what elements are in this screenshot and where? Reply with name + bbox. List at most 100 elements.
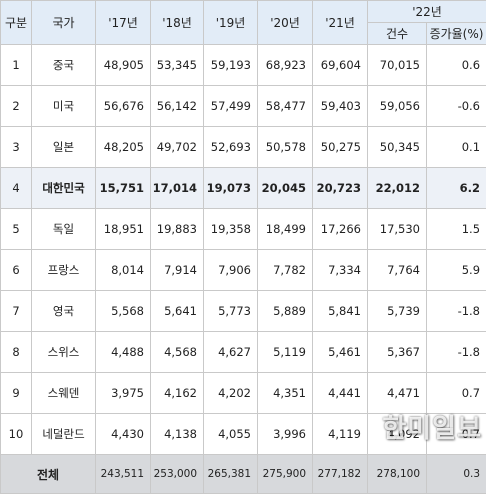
country-cell: 대한민국 bbox=[32, 168, 96, 209]
value-cell: 4,119 bbox=[313, 414, 368, 455]
value-cell: 58,477 bbox=[258, 86, 313, 127]
value-cell: 4,202 bbox=[204, 373, 258, 414]
value-cell: 4,627 bbox=[204, 332, 258, 373]
table-row: 2 미국 56,676 56,142 57,499 58,477 59,403 … bbox=[1, 86, 486, 127]
header-year-17: '17년 bbox=[96, 1, 151, 45]
value-cell: 4,441 bbox=[313, 373, 368, 414]
table-row: 1 중국 48,905 53,345 59,193 68,923 69,604 … bbox=[1, 45, 486, 86]
value-cell: 52,693 bbox=[204, 127, 258, 168]
rank-cell: 2 bbox=[1, 86, 32, 127]
total-cell: 253,000 bbox=[151, 455, 204, 494]
table-row: 7 영국 5,568 5,641 5,773 5,889 5,841 5,739… bbox=[1, 291, 486, 332]
header-year-18: '18년 bbox=[151, 1, 204, 45]
count-cell: 59,056 bbox=[368, 86, 427, 127]
value-cell: 4,162 bbox=[151, 373, 204, 414]
count-cell: 5,739 bbox=[368, 291, 427, 332]
value-cell: 50,578 bbox=[258, 127, 313, 168]
rank-cell: 1 bbox=[1, 45, 32, 86]
total-count-cell: 278,100 bbox=[368, 455, 427, 494]
value-cell: 7,334 bbox=[313, 250, 368, 291]
value-cell: 17,266 bbox=[313, 209, 368, 250]
rate-cell: 1.5 bbox=[427, 209, 486, 250]
value-cell: 5,641 bbox=[151, 291, 204, 332]
value-cell: 69,604 bbox=[313, 45, 368, 86]
value-cell: 3,996 bbox=[258, 414, 313, 455]
header-year-22: '22년 bbox=[368, 1, 486, 23]
country-cell: 독일 bbox=[32, 209, 96, 250]
country-cell: 네덜란드 bbox=[32, 414, 96, 455]
country-cell: 스웨덴 bbox=[32, 373, 96, 414]
value-cell: 4,351 bbox=[258, 373, 313, 414]
header-year-19: '19년 bbox=[204, 1, 258, 45]
rank-cell: 5 bbox=[1, 209, 32, 250]
header-country: 국가 bbox=[32, 1, 96, 45]
country-cell: 미국 bbox=[32, 86, 96, 127]
value-cell: 49,702 bbox=[151, 127, 204, 168]
value-cell: 7,906 bbox=[204, 250, 258, 291]
total-cell: 265,381 bbox=[204, 455, 258, 494]
value-cell: 53,345 bbox=[151, 45, 204, 86]
value-cell: 7,914 bbox=[151, 250, 204, 291]
value-cell: 4,055 bbox=[204, 414, 258, 455]
count-cell: 50,345 bbox=[368, 127, 427, 168]
value-cell: 18,499 bbox=[258, 209, 313, 250]
value-cell: 50,275 bbox=[313, 127, 368, 168]
value-cell: 5,773 bbox=[204, 291, 258, 332]
rank-cell: 9 bbox=[1, 373, 32, 414]
count-cell: 22,012 bbox=[368, 168, 427, 209]
value-cell: 4,138 bbox=[151, 414, 204, 455]
value-cell: 5,119 bbox=[258, 332, 313, 373]
value-cell: 59,403 bbox=[313, 86, 368, 127]
header-year-21: '21년 bbox=[313, 1, 368, 45]
table-row: 6 프랑스 8,014 7,914 7,906 7,782 7,334 7,76… bbox=[1, 250, 486, 291]
rate-cell: -1.8 bbox=[427, 291, 486, 332]
rate-cell: 6.2 bbox=[427, 168, 486, 209]
value-cell: 5,568 bbox=[96, 291, 151, 332]
rank-cell: 3 bbox=[1, 127, 32, 168]
value-cell: 59,193 bbox=[204, 45, 258, 86]
table-row-highlighted: 4 대한민국 15,751 17,014 19,073 20,045 20,72… bbox=[1, 168, 486, 209]
header-rate: 증가율(%) bbox=[427, 23, 486, 45]
value-cell: 4,568 bbox=[151, 332, 204, 373]
value-cell: 5,461 bbox=[313, 332, 368, 373]
count-cell: 5,367 bbox=[368, 332, 427, 373]
value-cell: 20,045 bbox=[258, 168, 313, 209]
value-cell: 7,782 bbox=[258, 250, 313, 291]
table-row: 5 독일 18,951 19,883 19,358 18,499 17,266 … bbox=[1, 209, 486, 250]
total-rate-cell: 0.3 bbox=[427, 455, 486, 494]
total-row: 전체 243,511 253,000 265,381 275,900 277,1… bbox=[1, 455, 486, 494]
country-cell: 영국 bbox=[32, 291, 96, 332]
country-cell: 일본 bbox=[32, 127, 96, 168]
total-label: 전체 bbox=[1, 455, 96, 494]
rate-cell: 0.1 bbox=[427, 127, 486, 168]
rate-cell: 0.6 bbox=[427, 45, 486, 86]
value-cell: 19,883 bbox=[151, 209, 204, 250]
value-cell: 68,923 bbox=[258, 45, 313, 86]
count-cell: 70,015 bbox=[368, 45, 427, 86]
value-cell: 56,676 bbox=[96, 86, 151, 127]
value-cell: 56,142 bbox=[151, 86, 204, 127]
rank-cell: 7 bbox=[1, 291, 32, 332]
value-cell: 17,014 bbox=[151, 168, 204, 209]
rank-cell: 8 bbox=[1, 332, 32, 373]
value-cell: 4,430 bbox=[96, 414, 151, 455]
country-cell: 프랑스 bbox=[32, 250, 96, 291]
value-cell: 5,889 bbox=[258, 291, 313, 332]
value-cell: 4,488 bbox=[96, 332, 151, 373]
value-cell: 5,841 bbox=[313, 291, 368, 332]
count-cell: 7,764 bbox=[368, 250, 427, 291]
header-row: 구분 국가 '17년 '18년 '19년 '20년 '21년 '22년 bbox=[1, 1, 486, 23]
rank-cell: 4 bbox=[1, 168, 32, 209]
count-cell: 17,530 bbox=[368, 209, 427, 250]
header-gubun: 구분 bbox=[1, 1, 32, 45]
rank-cell: 10 bbox=[1, 414, 32, 455]
header-count: 건수 bbox=[368, 23, 427, 45]
total-cell: 243,511 bbox=[96, 455, 151, 494]
value-cell: 19,073 bbox=[204, 168, 258, 209]
table-row: 3 일본 48,205 49,702 52,693 50,578 50,275 … bbox=[1, 127, 486, 168]
value-cell: 15,751 bbox=[96, 168, 151, 209]
total-cell: 277,182 bbox=[313, 455, 368, 494]
value-cell: 20,723 bbox=[313, 168, 368, 209]
table-row: 8 스위스 4,488 4,568 4,627 5,119 5,461 5,36… bbox=[1, 332, 486, 373]
country-cell: 중국 bbox=[32, 45, 96, 86]
